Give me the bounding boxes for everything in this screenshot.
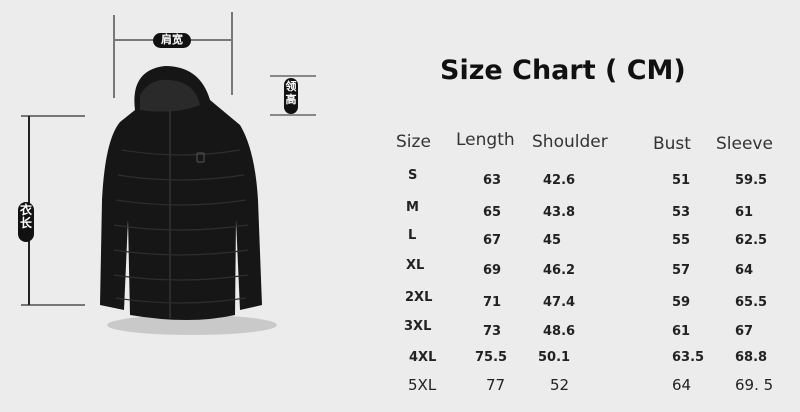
cell-length: 69 (483, 263, 502, 278)
cell-shoulder: 46.2 (543, 263, 576, 278)
cell-bust: 63.5 (672, 350, 705, 365)
cell-size: 4XL (409, 350, 437, 365)
cell-bust: 55 (672, 233, 691, 248)
cell-sleeve: 68.8 (735, 350, 768, 365)
cell-shoulder: 52 (550, 376, 570, 394)
shoulder-width-tag: 肩宽 (153, 33, 191, 48)
cell-bust: 59 (672, 295, 691, 310)
cell-shoulder: 42.6 (543, 173, 576, 188)
cell-sleeve: 62.5 (735, 233, 768, 248)
cell-bust: 51 (672, 173, 691, 188)
cell-shoulder: 45 (543, 233, 562, 248)
cell-shoulder: 48.6 (543, 324, 576, 339)
cell-sleeve: 67 (735, 324, 754, 339)
cell-bust: 57 (672, 263, 691, 278)
cell-bust: 61 (672, 324, 691, 339)
cell-sleeve: 64 (735, 263, 754, 278)
cell-size: 3XL (404, 319, 432, 334)
cell-size: 5XL (408, 376, 437, 394)
header-size: Size (396, 132, 431, 152)
cell-shoulder: 43.8 (543, 205, 576, 220)
cell-shoulder: 50.1 (538, 350, 571, 365)
cell-bust: 53 (672, 205, 691, 220)
cell-size: XL (406, 258, 425, 273)
cell-length: 65 (483, 205, 502, 220)
cell-sleeve: 69. 5 (735, 376, 774, 394)
cell-length: 73 (483, 324, 502, 339)
header-sleeve: Sleeve (716, 134, 773, 154)
body-length-tag: 衣长 (18, 202, 34, 242)
header-length: Length (456, 130, 515, 150)
cell-size: 2XL (405, 290, 433, 305)
cell-size: S (408, 168, 418, 183)
header-shoulder: Shoulder (532, 132, 608, 152)
cell-sleeve: 59.5 (735, 173, 768, 188)
cell-length: 75.5 (475, 350, 508, 365)
cell-size: M (406, 200, 419, 215)
cell-size: L (408, 228, 417, 243)
cell-length: 67 (483, 233, 502, 248)
cell-length: 77 (486, 376, 506, 394)
jacket-illustration (21, 12, 316, 335)
cell-length: 63 (483, 173, 502, 188)
cell-sleeve: 61 (735, 205, 754, 220)
collar-height-tag: 领高 (284, 78, 298, 114)
cell-bust: 64 (672, 376, 692, 394)
size-chart-title: Size Chart ( CM) (440, 55, 686, 86)
header-bust: Bust (653, 134, 691, 154)
cell-sleeve: 65.5 (735, 295, 768, 310)
cell-length: 71 (483, 295, 502, 310)
cell-shoulder: 47.4 (543, 295, 576, 310)
